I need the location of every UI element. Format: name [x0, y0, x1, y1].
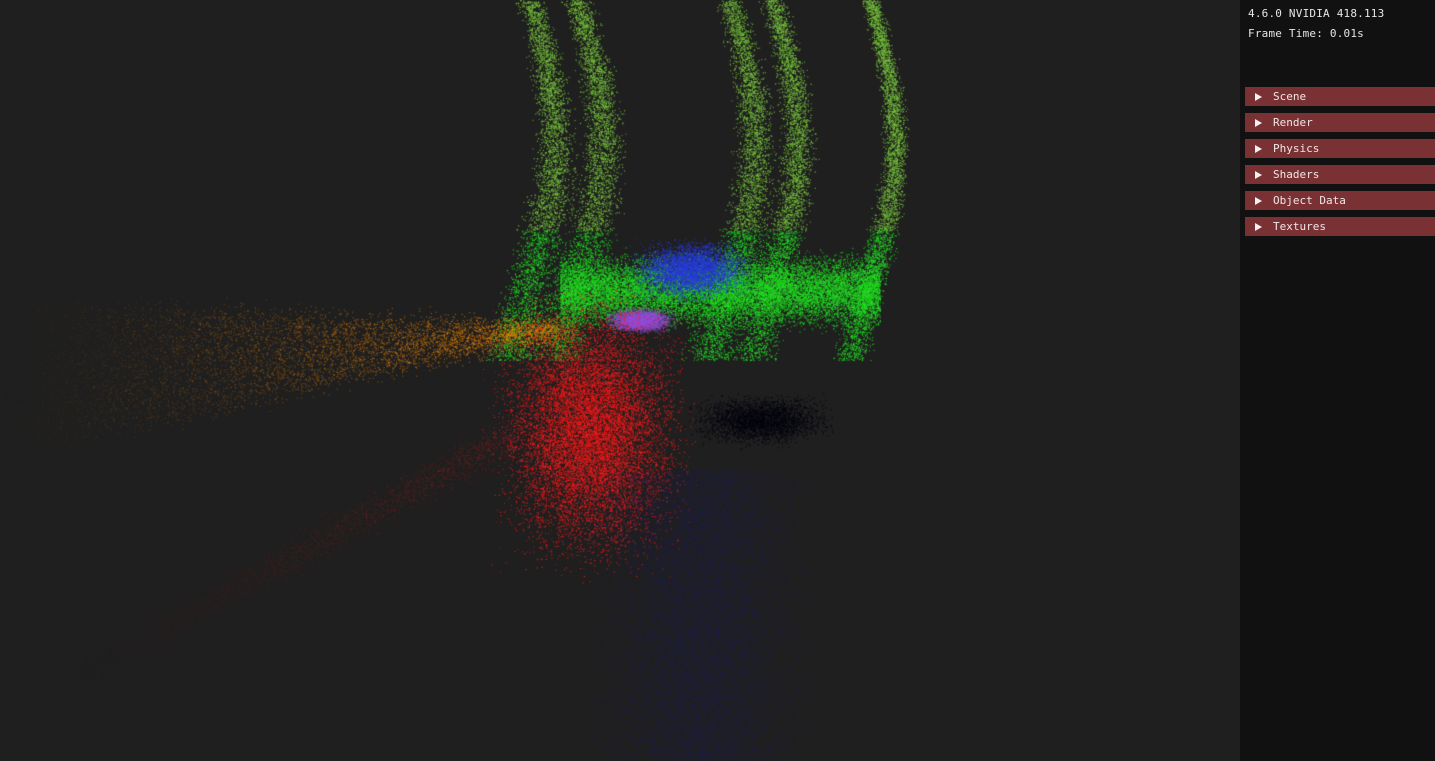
- gl-version-text: 4.6.0 NVIDIA 418.113: [1248, 7, 1384, 20]
- expand-arrow-icon: [1255, 93, 1262, 101]
- menu-header-physics[interactable]: Physics: [1245, 139, 1435, 158]
- frame-time-text: Frame Time: 0.01s: [1248, 27, 1364, 40]
- menu-header-label: Scene: [1273, 87, 1306, 106]
- menu-header-scene[interactable]: Scene: [1245, 87, 1435, 106]
- menu-header-label: Render: [1273, 113, 1313, 132]
- menu-header-textures[interactable]: Textures: [1245, 217, 1435, 236]
- menu-header-object-data[interactable]: Object Data: [1245, 191, 1435, 210]
- settings-menu: Scene Render Physics Shaders Object Data…: [1245, 87, 1435, 243]
- expand-arrow-icon: [1255, 171, 1262, 179]
- menu-header-render[interactable]: Render: [1245, 113, 1435, 132]
- menu-header-shaders[interactable]: Shaders: [1245, 165, 1435, 184]
- particle-simulation-canvas[interactable]: [0, 0, 1240, 761]
- expand-arrow-icon: [1255, 145, 1262, 153]
- menu-header-label: Object Data: [1273, 191, 1346, 210]
- expand-arrow-icon: [1255, 223, 1262, 231]
- expand-arrow-icon: [1255, 119, 1262, 127]
- menu-header-label: Textures: [1273, 217, 1326, 236]
- render-viewport[interactable]: [0, 0, 1240, 761]
- expand-arrow-icon: [1255, 197, 1262, 205]
- side-panel: 4.6.0 NVIDIA 418.113 Frame Time: 0.01s S…: [1240, 0, 1435, 761]
- menu-header-label: Shaders: [1273, 165, 1319, 184]
- menu-header-label: Physics: [1273, 139, 1319, 158]
